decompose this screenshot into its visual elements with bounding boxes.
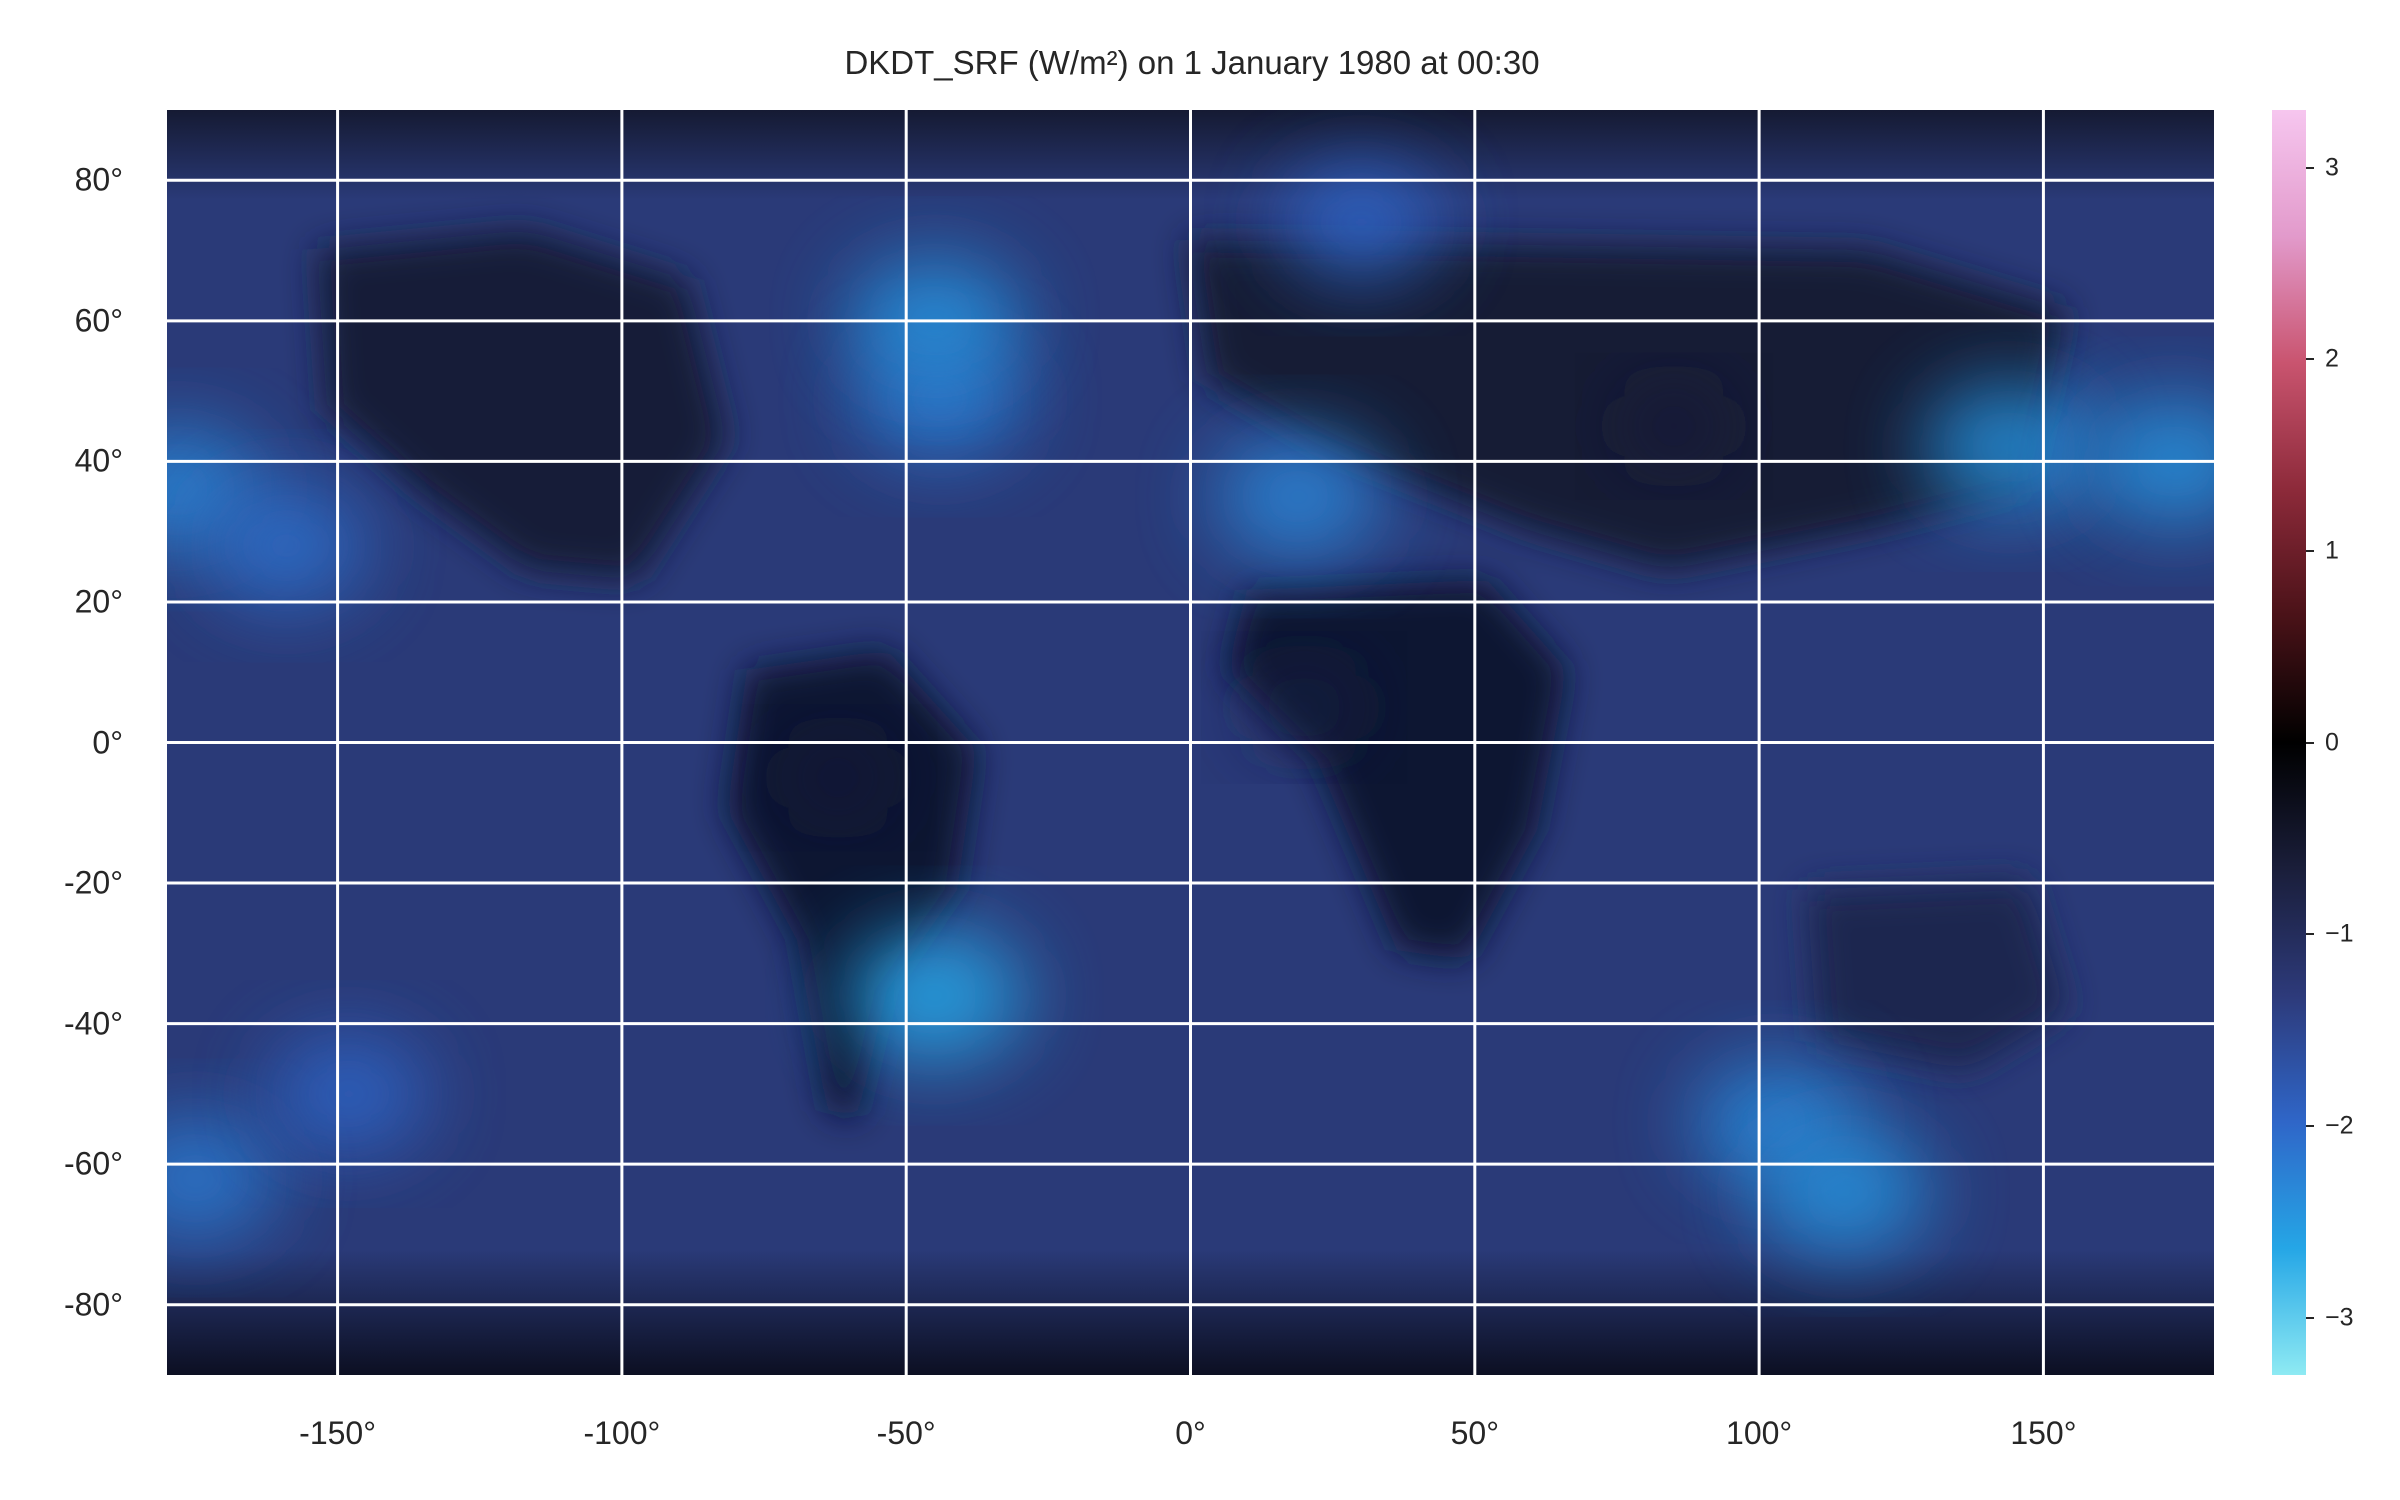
feature-south-atlantic-cyclone: [844, 930, 1025, 1061]
colorbar-tick-label: −3: [2325, 1303, 2354, 1331]
feature-africa-land: [1252, 669, 1356, 746]
x-tick-label: -100°: [583, 1415, 661, 1451]
colorbar-tick-mark: [2306, 166, 2314, 169]
colorbar-tick-label: 2: [2325, 344, 2339, 373]
x-tick-label: 0°: [1175, 1415, 1206, 1451]
colorbar-tick-mark: [2306, 358, 2314, 361]
y-tick-label: 60°: [74, 302, 123, 339]
map-plot-area: [167, 110, 2214, 1375]
y-tick-label: -80°: [63, 1286, 123, 1323]
colorbar-tick-label: 3: [2325, 153, 2339, 181]
heatmap-svg: [167, 110, 2214, 1375]
y-tick-label: 40°: [74, 442, 123, 479]
colorbar-tick-mark: [2306, 933, 2314, 936]
north-america-shape: [317, 230, 727, 580]
colorbar-tick-label: 0: [2325, 728, 2339, 756]
colorbar-tick-label: −2: [2325, 1111, 2354, 1140]
colorbar-tick-label: −1: [2325, 919, 2354, 948]
feature-southern-ocean-west: [167, 1118, 278, 1238]
feature-south-pacific-patch: [270, 1036, 428, 1151]
y-tick-label: -40°: [63, 1005, 123, 1042]
y-tick-label: 0°: [92, 724, 123, 760]
chart-title: DKDT_SRF (W/m²) on 1 January 1980 at 00:…: [844, 44, 1540, 81]
colorbar-tick-mark: [2306, 549, 2314, 552]
x-tick-label: 150°: [2010, 1415, 2077, 1451]
x-tick-label: 50°: [1450, 1415, 1499, 1451]
feature-japan-kuril-low: [1923, 385, 2096, 510]
colorbar-tick-mark: [2306, 1316, 2314, 1319]
y-tick-label: -60°: [63, 1145, 123, 1182]
colorbar-tick-mark: [2306, 741, 2314, 744]
x-tick-label: -50°: [876, 1415, 936, 1451]
colorbar-tick-label: 1: [2325, 536, 2339, 565]
x-tick-label: 100°: [1726, 1415, 1793, 1451]
feature-layer: [167, 165, 2214, 1255]
colorbar-tick-mark: [2306, 1124, 2314, 1127]
feature-mediterranean-low: [1214, 435, 1383, 558]
eurasia-shape: [1187, 240, 2067, 570]
feature-southern-arc: [1758, 1129, 1931, 1255]
y-tick-label: 20°: [74, 583, 123, 620]
feature-south-america-land: [788, 740, 888, 815]
landmass-layer: [317, 230, 2067, 1120]
x-tick-label: -150°: [299, 1415, 376, 1451]
colorbar: [2272, 110, 2306, 1375]
grid-layer: [167, 110, 2214, 1375]
feature-asia-land: [1624, 389, 1724, 463]
south-america-shape: [727, 650, 977, 1120]
y-tick-label: -20°: [63, 864, 123, 901]
feature-north-pacific-eddy: [206, 487, 367, 604]
y-tick-label: 80°: [74, 161, 123, 198]
feature-arctic-barents: [1282, 165, 1440, 280]
